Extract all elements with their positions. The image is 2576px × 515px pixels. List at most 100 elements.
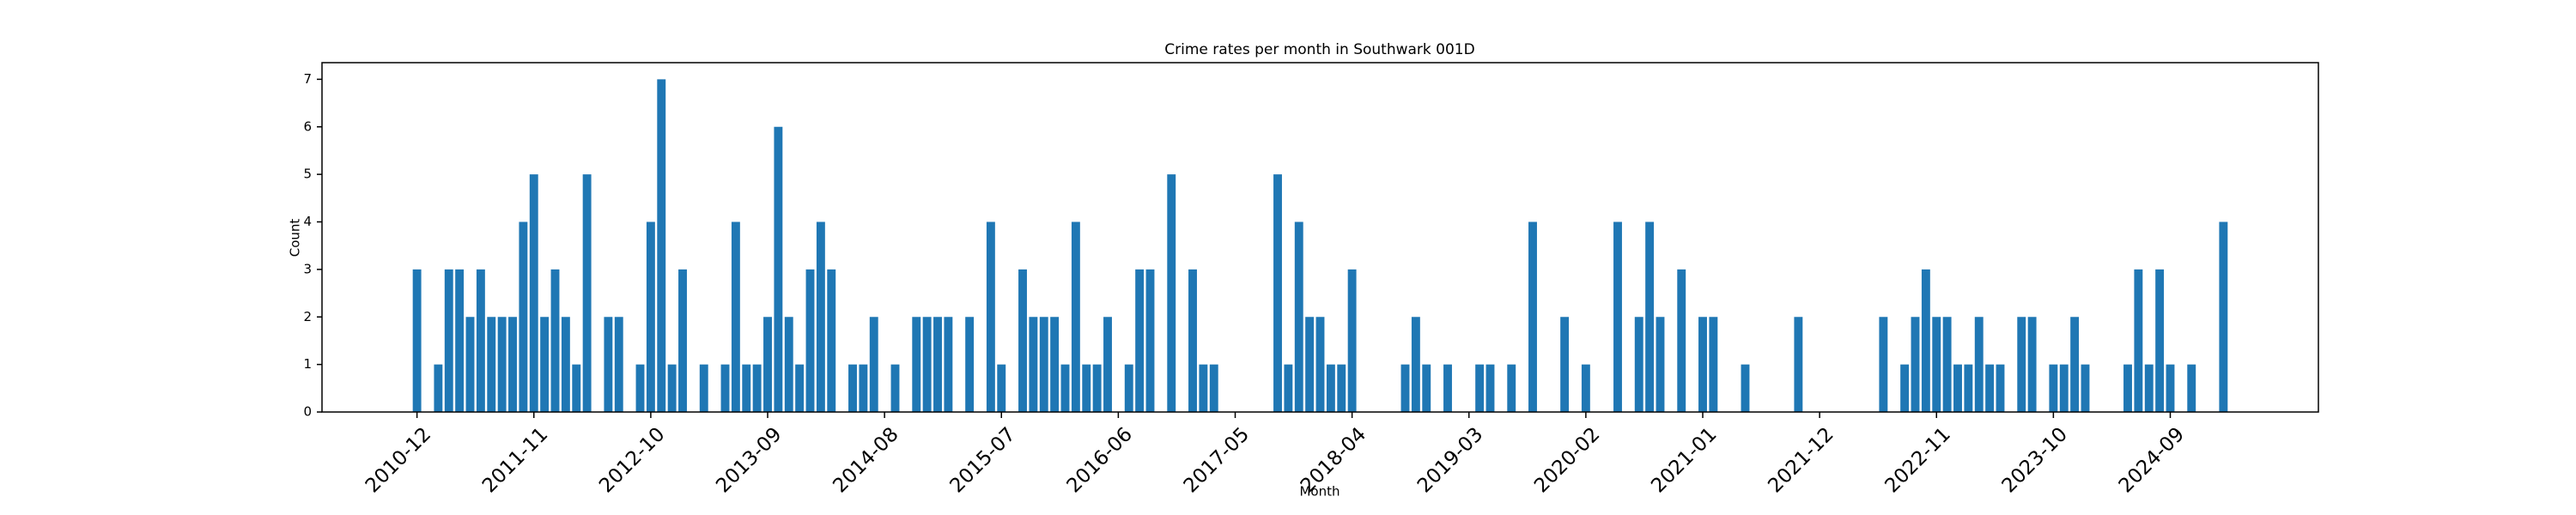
bar — [540, 317, 550, 412]
bar — [1092, 364, 1102, 412]
bar — [2070, 317, 2080, 412]
bar — [848, 364, 857, 412]
plot-frame — [321, 62, 2319, 413]
bar — [412, 269, 422, 412]
bar — [1581, 364, 1590, 412]
bar — [1911, 317, 1920, 412]
y-tick-label: 2 — [303, 309, 312, 324]
bar — [774, 126, 783, 412]
bar — [635, 364, 645, 412]
bar — [1879, 317, 1888, 412]
bar — [529, 174, 538, 412]
bar — [1900, 364, 1910, 412]
bar — [1284, 364, 1293, 412]
bar — [1741, 364, 1750, 412]
bar — [2144, 364, 2154, 412]
bar — [890, 364, 900, 412]
bar — [604, 317, 613, 412]
bar — [1698, 317, 1707, 412]
bar — [1953, 364, 1962, 412]
bar — [1634, 317, 1643, 412]
bar — [2123, 364, 2132, 412]
bar — [1921, 269, 1930, 412]
bar — [933, 317, 942, 412]
bar — [646, 221, 655, 412]
bar — [731, 221, 740, 412]
bar — [1273, 174, 1282, 412]
bar — [1422, 364, 1431, 412]
bar — [816, 221, 825, 412]
bar — [614, 317, 623, 412]
bar — [2155, 269, 2165, 412]
bar — [1985, 364, 1995, 412]
bar — [1709, 317, 1718, 412]
bar — [912, 317, 921, 412]
y-tick-label: 0 — [303, 404, 312, 420]
bar — [720, 364, 730, 412]
bar — [869, 317, 878, 412]
bar — [784, 317, 793, 412]
bar — [2059, 364, 2069, 412]
bar — [465, 317, 475, 412]
bar — [1794, 317, 1803, 412]
bar — [667, 364, 677, 412]
bar — [1199, 364, 1208, 412]
bar — [2017, 317, 2026, 412]
bar — [1507, 364, 1516, 412]
bar — [497, 317, 507, 412]
bar — [1145, 269, 1155, 412]
bar — [965, 317, 975, 412]
bar — [487, 317, 496, 412]
bar — [444, 269, 453, 412]
chart-title: Crime rates per month in Southwark 001D — [1164, 41, 1474, 58]
bar — [1188, 269, 1197, 412]
bar — [2166, 364, 2175, 412]
bar — [1167, 174, 1176, 412]
bar — [1613, 221, 1622, 412]
bar — [752, 364, 762, 412]
bar — [1656, 317, 1665, 412]
bar — [986, 221, 995, 412]
bar — [2134, 269, 2143, 412]
bar — [434, 364, 443, 412]
bar — [1347, 269, 1357, 412]
bar — [997, 364, 1006, 412]
bar — [519, 221, 528, 412]
bar — [1400, 364, 1410, 412]
bar — [1294, 221, 1303, 412]
bar — [678, 269, 687, 412]
bar — [1645, 221, 1655, 412]
bar — [1050, 317, 1060, 412]
bar — [455, 269, 465, 412]
bar — [1996, 364, 2005, 412]
bar — [550, 269, 560, 412]
bar — [805, 269, 815, 412]
bar — [1485, 364, 1495, 412]
bar — [582, 174, 592, 412]
y-tick-label: 6 — [303, 118, 312, 134]
bar — [1082, 364, 1091, 412]
bar — [1315, 317, 1325, 412]
bar — [572, 364, 581, 412]
bar — [1060, 364, 1070, 412]
bar — [1528, 221, 1537, 412]
y-tick-label: 7 — [303, 71, 312, 87]
bar — [795, 364, 805, 412]
bar — [1411, 317, 1420, 412]
bar — [1443, 364, 1452, 412]
bar — [561, 317, 570, 412]
bar — [1974, 317, 1984, 412]
bar — [1209, 364, 1218, 412]
bar — [476, 269, 485, 412]
bar — [2049, 364, 2058, 412]
bar — [2187, 364, 2196, 412]
bar — [1932, 317, 1941, 412]
bar — [859, 364, 868, 412]
bar — [1071, 221, 1080, 412]
bar — [922, 317, 932, 412]
bar — [1029, 317, 1038, 412]
y-tick-label: 4 — [303, 214, 312, 229]
x-axis-label: Month — [1299, 484, 1340, 500]
